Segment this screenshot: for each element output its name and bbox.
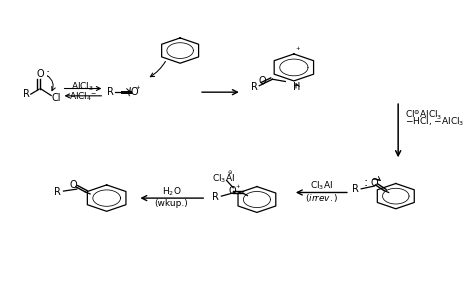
Text: Cl$_3$Al: Cl$_3$Al <box>310 179 333 192</box>
Text: $^{\ominus}$: $^{\ominus}$ <box>227 169 233 178</box>
Text: R: R <box>107 87 113 97</box>
Text: O: O <box>258 76 266 87</box>
Text: O: O <box>36 69 44 79</box>
Text: AlCl$_4$$^{-}$: AlCl$_4$$^{-}$ <box>69 91 97 103</box>
Text: R: R <box>55 187 61 197</box>
Text: :: : <box>46 67 49 80</box>
Text: $^{+}$: $^{+}$ <box>295 46 301 55</box>
Text: $-$HCl, $-$AlCl$_3$: $-$HCl, $-$AlCl$_3$ <box>405 116 465 128</box>
Text: Cl$^{\ominus}$AlCl$_3$: Cl$^{\ominus}$AlCl$_3$ <box>405 109 443 122</box>
Text: R: R <box>212 192 219 202</box>
Text: H$_2$O: H$_2$O <box>162 185 182 198</box>
Text: $^{+}$: $^{+}$ <box>136 85 141 94</box>
Text: (wkup.): (wkup.) <box>155 199 189 208</box>
Text: R: R <box>352 184 359 194</box>
Text: O: O <box>371 178 378 188</box>
Text: O: O <box>131 87 138 97</box>
Text: R: R <box>251 81 258 92</box>
Text: :: : <box>364 176 368 189</box>
Text: O: O <box>228 186 236 196</box>
Text: R: R <box>23 89 29 99</box>
Text: ($\it{irrev.}$): ($\it{irrev.}$) <box>305 192 338 204</box>
Text: H: H <box>293 81 301 92</box>
Text: $^{+}$: $^{+}$ <box>235 184 241 193</box>
Text: Cl: Cl <box>51 93 61 103</box>
Text: O: O <box>70 180 77 190</box>
Text: Cl$_3$Al: Cl$_3$Al <box>212 172 235 185</box>
Text: AlCl$_3$: AlCl$_3$ <box>72 81 94 93</box>
